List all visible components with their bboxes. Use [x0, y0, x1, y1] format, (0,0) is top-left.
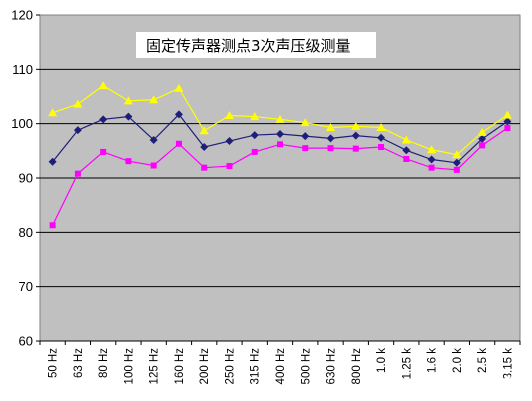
- series-group: [48, 81, 512, 229]
- x-tick-label: 125 Hz: [149, 348, 161, 385]
- data-point: [478, 134, 487, 143]
- data-point: [427, 145, 437, 154]
- x-tick-label: 1.25 k: [401, 348, 413, 380]
- x-tick-label: 200 Hz: [199, 348, 211, 385]
- data-point: [250, 131, 259, 140]
- data-point: [123, 96, 133, 105]
- data-point: [174, 83, 184, 92]
- data-point: [100, 148, 107, 155]
- watermark: 朗德科技: [448, 373, 517, 389]
- x-tick-label: 3.15 k: [502, 348, 514, 380]
- data-point: [300, 118, 310, 127]
- data-point: [149, 95, 159, 104]
- x-tick-label: 63 Hz: [73, 348, 85, 378]
- data-point: [49, 222, 56, 229]
- data-point: [275, 114, 285, 123]
- data-point: [377, 133, 386, 142]
- x-tick-label: 1.0 k: [376, 348, 388, 373]
- chart-title: 固定传声器测点3次声压级测量: [146, 37, 351, 55]
- data-point: [401, 135, 411, 144]
- series-2: [49, 125, 511, 229]
- series-3: [48, 81, 512, 159]
- data-point: [402, 146, 411, 155]
- y-tick-label: 120: [11, 8, 33, 23]
- data-point: [200, 143, 209, 152]
- data-point: [250, 112, 260, 121]
- x-tick-label: 2.5 k: [477, 348, 489, 373]
- y-tick-label: 60: [19, 334, 33, 349]
- data-point: [48, 157, 57, 166]
- data-point: [376, 122, 386, 131]
- data-point: [48, 108, 58, 117]
- data-point: [99, 115, 108, 124]
- data-point: [150, 162, 157, 169]
- data-point: [479, 142, 486, 149]
- data-point: [502, 110, 512, 119]
- data-point: [302, 145, 309, 152]
- y-tick-label: 90: [19, 171, 33, 186]
- data-point: [428, 164, 435, 171]
- data-point: [301, 132, 310, 141]
- data-point: [504, 125, 511, 132]
- x-tick-label: 800 Hz: [351, 348, 363, 385]
- data-point: [224, 111, 234, 120]
- data-point: [277, 141, 283, 148]
- data-point: [352, 145, 359, 152]
- x-tick-label: 1.6 k: [427, 348, 439, 373]
- data-point: [351, 121, 361, 130]
- data-point: [427, 155, 436, 164]
- data-point: [226, 163, 233, 170]
- data-point: [503, 117, 512, 126]
- data-point: [201, 164, 208, 171]
- data-point: [452, 150, 462, 159]
- data-point: [175, 140, 182, 147]
- data-point: [327, 145, 334, 152]
- data-point: [124, 112, 133, 121]
- data-point: [98, 81, 108, 90]
- x-tick-label: 160 Hz: [174, 348, 186, 385]
- x-tick-label: 50 Hz: [48, 348, 60, 378]
- series-1: [48, 110, 512, 167]
- y-tick-label: 70: [19, 279, 33, 294]
- data-point: [276, 129, 284, 138]
- data-point: [125, 158, 132, 165]
- data-point: [326, 134, 335, 143]
- data-point: [452, 158, 461, 167]
- x-tick-label: 100 Hz: [123, 348, 135, 385]
- y-tick-label: 110: [12, 62, 33, 77]
- y-axis: 60 70 80 90 100 110 120: [11, 8, 40, 349]
- x-tick-label: 400 Hz: [275, 348, 287, 385]
- x-tick-label: 500 Hz: [300, 348, 312, 385]
- gridlines: [40, 68, 520, 288]
- y-tick-label: 100: [11, 116, 33, 131]
- x-tick-label: 2.0 k: [452, 348, 464, 373]
- data-point: [378, 144, 385, 151]
- data-point: [199, 126, 209, 135]
- data-point: [74, 170, 81, 177]
- title-box: [136, 32, 376, 58]
- data-point: [251, 148, 258, 155]
- data-point: [149, 135, 158, 144]
- data-point: [174, 110, 183, 119]
- data-point: [73, 99, 83, 108]
- data-point: [477, 127, 487, 136]
- x-axis: 50 Hz 63 Hz 80 Hz 100 Hz 125 Hz 160 Hz 200 Hz 2…: [39, 340, 521, 385]
- data-point: [225, 137, 234, 146]
- watermark-logo-icon: [448, 373, 464, 389]
- x-tick-label: 630 Hz: [326, 348, 338, 385]
- data-point: [453, 166, 460, 173]
- watermark-text: 朗德科技: [468, 374, 517, 389]
- x-tick-label: 315 Hz: [250, 348, 262, 385]
- data-point: [326, 122, 336, 131]
- x-tick-label: 80 Hz: [98, 348, 110, 378]
- x-tick-label: 250 Hz: [224, 348, 236, 385]
- y-tick-label: 80: [19, 225, 33, 240]
- data-point: [403, 155, 410, 162]
- data-point: [351, 131, 360, 140]
- data-point: [73, 126, 82, 135]
